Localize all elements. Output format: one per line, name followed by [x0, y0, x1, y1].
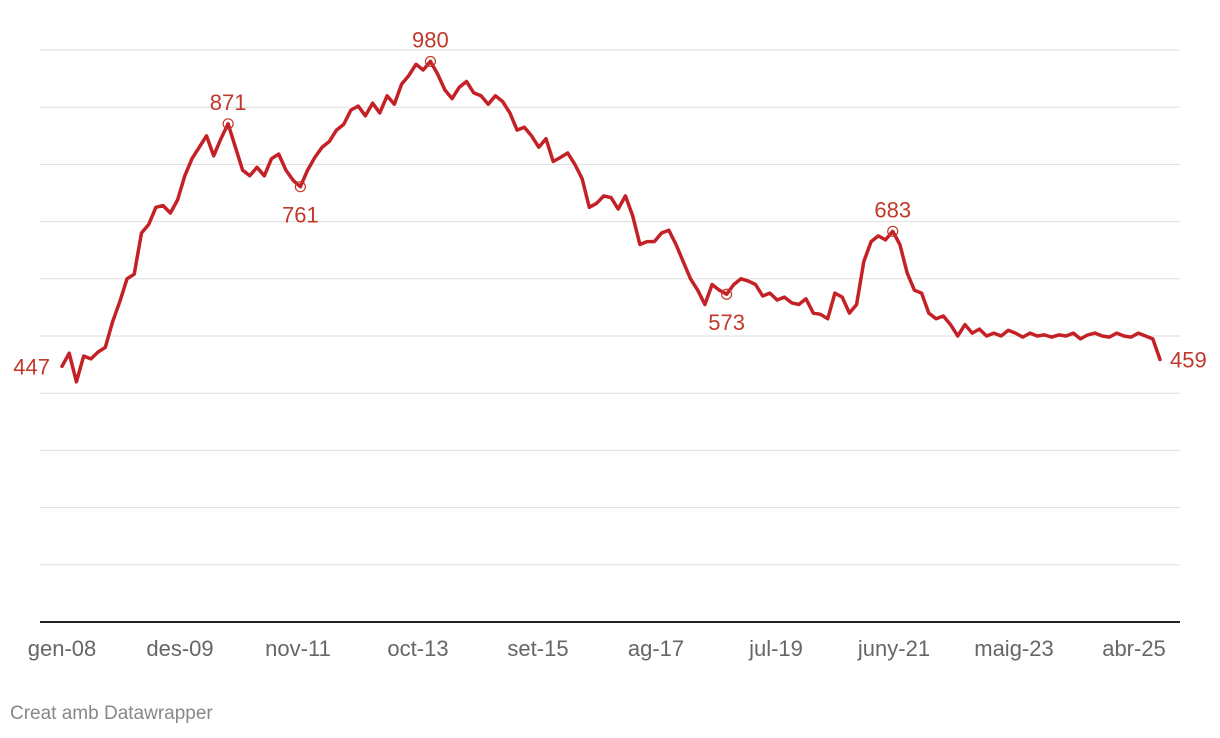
credit-text: Creat amb Datawrapper	[10, 703, 213, 724]
annotations: 447 871 761 980 573 683 459	[13, 27, 1206, 379]
x-tick-label: ag-17	[628, 636, 684, 661]
x-tick-label: oct-13	[387, 636, 448, 661]
annotation-marker	[720, 288, 733, 300]
annotation-label: 761	[282, 203, 319, 228]
annotation-marker	[222, 118, 234, 130]
x-tick-label: nov-11	[265, 636, 331, 661]
x-tick-label: maig-23	[974, 636, 1053, 661]
annotation-label: 459	[1170, 347, 1207, 372]
annotation-label: 573	[708, 310, 745, 335]
gridlines	[40, 49, 1180, 566]
x-tick-label: des-09	[146, 636, 213, 661]
x-tick-label: jul-19	[748, 636, 803, 661]
x-axis-ticks: gen-08 des-09 nov-11 oct-13 set-15 ag-17 jul-1…	[28, 636, 1166, 661]
x-tick-label: abr-25	[1102, 636, 1166, 661]
x-tick-label: set-15	[507, 636, 568, 661]
annotation-label: 980	[412, 27, 449, 52]
annotation-label: 447	[13, 354, 50, 379]
annotation-label: 683	[874, 197, 911, 222]
annotation-marker	[294, 181, 306, 193]
annotation-marker	[424, 55, 437, 68]
x-tick-label: gen-08	[28, 636, 97, 661]
annotation-label: 871	[210, 90, 247, 115]
series-line	[60, 59, 1162, 384]
annotation-marker	[887, 225, 899, 237]
line-chart: gen-08 des-09 nov-11 oct-13 set-15 ag-17 jul-1…	[13, 27, 1206, 661]
x-tick-label: juny-21	[857, 636, 930, 661]
